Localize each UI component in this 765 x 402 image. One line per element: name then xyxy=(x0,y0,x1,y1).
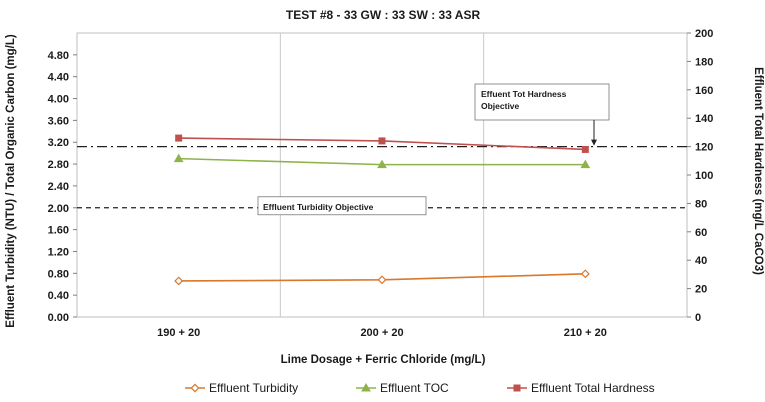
data-point-effluent-total-hardness xyxy=(581,145,589,153)
legend-marker-effluent-turbidity xyxy=(190,383,200,393)
y-tick-label: 3.60 xyxy=(48,115,69,127)
y-tick-label: 1.60 xyxy=(48,225,69,237)
turbidity-objective-box xyxy=(257,196,427,216)
hardness-objective-label-line2: Objective xyxy=(481,101,520,111)
hardness-objective-label-line1: Effuent Tot Hardness xyxy=(481,89,567,99)
plot-frame xyxy=(76,32,688,318)
y-tick-label: 1.20 xyxy=(48,246,69,258)
y2-tick-label: 80 xyxy=(695,198,707,210)
y-tick-label: 0.40 xyxy=(48,290,69,302)
x-tick-label: 190 + 20 xyxy=(157,327,200,339)
legend-label-effluent-turbidity: Effluent Turbidity xyxy=(209,381,298,395)
x-tick-label: 200 + 20 xyxy=(360,327,403,339)
y2-tick-label: 140 xyxy=(695,113,713,125)
legend-marker-effluent-toc xyxy=(361,382,371,392)
hardness-arrow-head xyxy=(591,139,597,146)
hardness-objective-box xyxy=(474,83,610,121)
data-point-effluent-turbidity xyxy=(580,269,590,279)
plot-area: 0.00 0.40 0.80 1.20 1.60 2.00 2.40 2.80 3.20 3.60… xyxy=(48,28,714,339)
y-tick-label: 0.80 xyxy=(48,268,69,280)
y2-tick-label: 60 xyxy=(695,227,707,239)
data-point-effluent-toc xyxy=(377,159,387,169)
x-axis-label: Lime Dosage + Ferric Chloride (mg/L) xyxy=(281,354,486,366)
y2-tick-label: 100 xyxy=(695,170,713,182)
data-point-effluent-total-hardness xyxy=(175,134,183,142)
y2-tick-label: 180 xyxy=(695,56,713,68)
data-point-effluent-turbidity xyxy=(377,275,387,285)
legend: Effluent Turbidity Effluent TOC Effluent T… xyxy=(185,381,655,395)
y2-tick-label: 40 xyxy=(695,255,707,267)
y-tick-label: 3.20 xyxy=(48,137,69,149)
y-tick-label: 4.80 xyxy=(48,50,69,62)
legend-marker-effluent-total-hardness xyxy=(513,384,521,392)
y-tick-label: 4.40 xyxy=(48,72,69,84)
data-point-effluent-toc xyxy=(173,153,184,163)
x-tick-label: 210 + 20 xyxy=(564,327,607,339)
y2-tick-label: 0 xyxy=(695,312,701,324)
legend-label-effluent-total-hardness: Effluent Total Hardness xyxy=(531,381,655,395)
legend-label-effluent-toc: Effluent TOC xyxy=(380,381,449,395)
y-tick-label: 4.00 xyxy=(48,94,69,106)
data-point-effluent-total-hardness xyxy=(378,137,386,145)
y2-tick-label: 120 xyxy=(695,142,713,154)
data-point-effluent-toc xyxy=(580,159,591,169)
y2-tick-label: 20 xyxy=(695,284,707,296)
chart-title: TEST #8 - 33 GW : 33 SW : 33 ASR xyxy=(286,8,481,22)
y-axis-label: Effluent Turbidity (NTU) / Total Organic… xyxy=(5,34,17,328)
data-point-effluent-turbidity xyxy=(174,276,184,286)
y2-tick-label: 200 xyxy=(695,28,713,40)
y-tick-label: 2.00 xyxy=(48,203,69,215)
y-tick-label: 2.40 xyxy=(48,181,69,193)
turbidity-objective-label: Effluent Turbidity Objective xyxy=(263,202,374,212)
y-tick-label: 0.00 xyxy=(48,312,69,324)
y-tick-label: 2.80 xyxy=(48,159,69,171)
y2-tick-label: 160 xyxy=(695,85,713,97)
y2-axis-label: Effluent Total Hardness (mg/L CaCO3) xyxy=(752,67,764,275)
